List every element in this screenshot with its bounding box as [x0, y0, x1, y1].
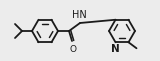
Text: O: O — [69, 45, 76, 53]
Text: N: N — [111, 44, 119, 54]
Text: HN: HN — [72, 10, 86, 20]
